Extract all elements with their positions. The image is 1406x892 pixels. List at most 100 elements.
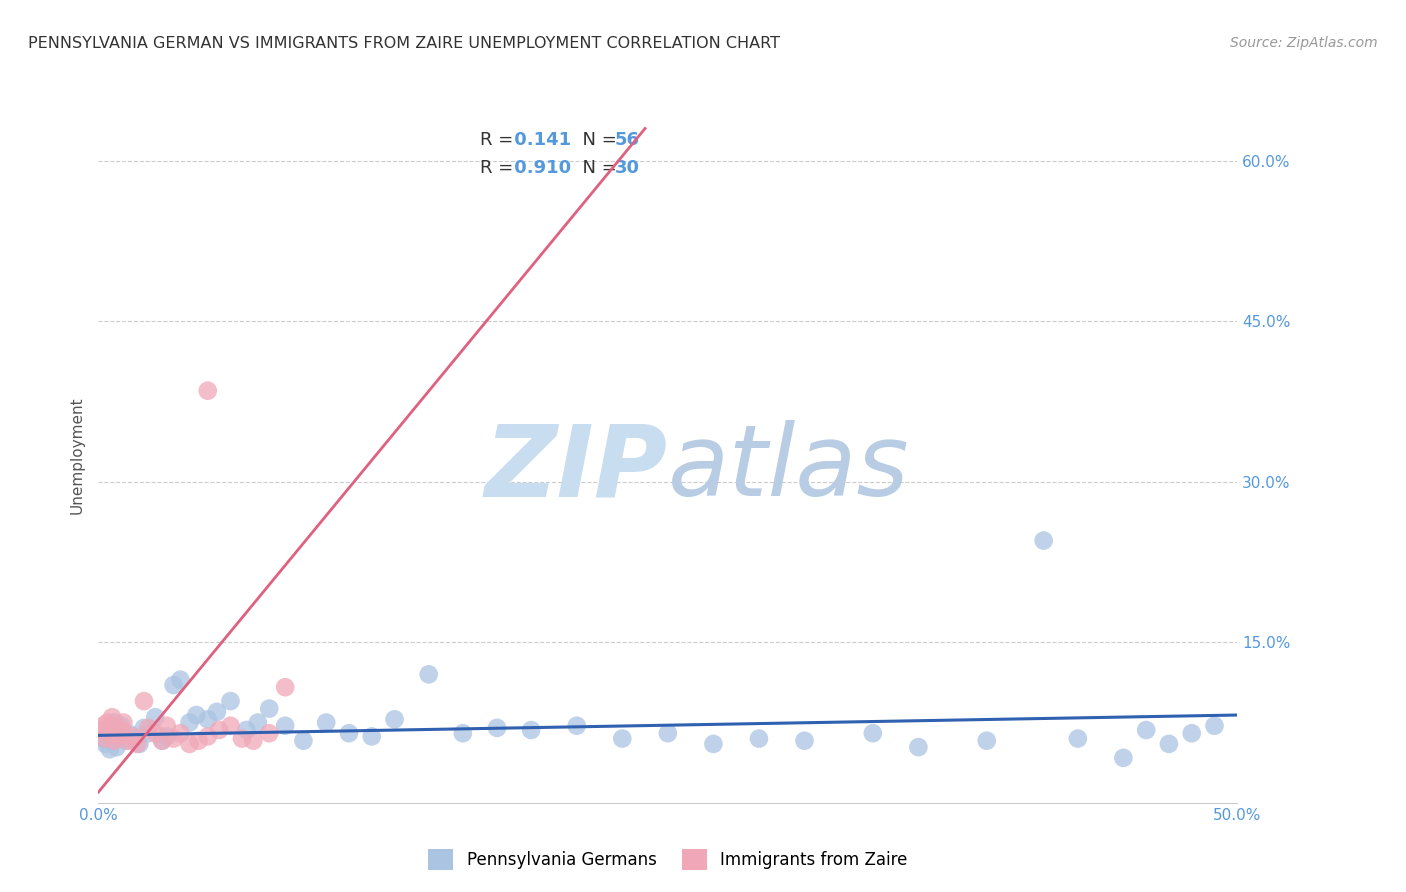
- Point: [242, 733, 264, 747]
- Point: [138, 721, 160, 735]
- Point: [90, 723, 112, 737]
- Point: [121, 730, 143, 744]
- Point: [103, 730, 125, 744]
- Point: [520, 723, 543, 737]
- Point: [187, 733, 209, 747]
- Point: [98, 721, 121, 735]
- Point: [179, 737, 201, 751]
- Point: [205, 705, 228, 719]
- Text: 30: 30: [614, 160, 640, 178]
- Point: [907, 740, 929, 755]
- Text: R =: R =: [479, 160, 519, 178]
- Point: [235, 723, 257, 737]
- Point: [292, 733, 315, 747]
- Point: [1204, 719, 1226, 733]
- Point: [101, 710, 124, 724]
- Point: [418, 667, 440, 681]
- Point: [197, 712, 219, 726]
- Point: [274, 719, 297, 733]
- Point: [145, 710, 167, 724]
- Text: PENNSYLVANIA GERMAN VS IMMIGRANTS FROM ZAIRE UNEMPLOYMENT CORRELATION CHART: PENNSYLVANIA GERMAN VS IMMIGRANTS FROM Z…: [28, 36, 780, 51]
- Point: [259, 701, 281, 715]
- Point: [208, 723, 231, 737]
- Point: [748, 731, 770, 746]
- Point: [179, 715, 201, 730]
- Point: [1112, 751, 1135, 765]
- Point: [150, 733, 173, 747]
- Point: [145, 726, 167, 740]
- Text: N =: N =: [571, 160, 623, 178]
- Point: [103, 733, 125, 747]
- Point: [315, 715, 337, 730]
- Point: [112, 715, 135, 730]
- Point: [114, 733, 136, 747]
- Point: [197, 384, 219, 398]
- Point: [486, 721, 509, 735]
- Point: [657, 726, 679, 740]
- Point: [1181, 726, 1204, 740]
- Point: [1157, 737, 1180, 751]
- Text: Source: ZipAtlas.com: Source: ZipAtlas.com: [1230, 36, 1378, 50]
- Point: [108, 723, 131, 737]
- Point: [384, 712, 406, 726]
- Point: [98, 742, 121, 756]
- Point: [117, 733, 139, 747]
- Point: [197, 730, 219, 744]
- Point: [110, 723, 132, 737]
- Point: [103, 715, 125, 730]
- Point: [105, 721, 128, 735]
- Point: [110, 719, 132, 733]
- Point: [1067, 731, 1090, 746]
- Point: [219, 694, 242, 708]
- Text: 56: 56: [614, 131, 640, 150]
- Point: [976, 733, 998, 747]
- Point: [96, 726, 118, 740]
- Point: [91, 719, 114, 733]
- Legend: Pennsylvania Germans, Immigrants from Zaire: Pennsylvania Germans, Immigrants from Za…: [420, 841, 915, 878]
- Point: [231, 731, 253, 746]
- Point: [337, 726, 360, 740]
- Point: [120, 727, 142, 741]
- Point: [169, 726, 191, 740]
- Point: [96, 715, 118, 730]
- Text: ZIP: ZIP: [485, 420, 668, 517]
- Point: [274, 680, 297, 694]
- Point: [565, 719, 588, 733]
- Point: [150, 733, 173, 747]
- Point: [186, 708, 208, 723]
- Y-axis label: Unemployment: Unemployment: [69, 396, 84, 514]
- Point: [219, 719, 242, 733]
- Point: [162, 731, 184, 746]
- Point: [94, 731, 117, 746]
- Point: [246, 715, 269, 730]
- Point: [132, 694, 155, 708]
- Point: [101, 733, 124, 747]
- Point: [124, 731, 146, 746]
- Point: [1135, 723, 1157, 737]
- Point: [156, 719, 179, 733]
- Point: [108, 730, 131, 744]
- Point: [105, 740, 128, 755]
- Point: [94, 737, 117, 751]
- Point: [98, 726, 121, 740]
- Point: [612, 731, 634, 746]
- Point: [132, 721, 155, 735]
- Text: R =: R =: [479, 131, 519, 150]
- Point: [360, 730, 382, 744]
- Point: [702, 737, 724, 751]
- Point: [128, 737, 150, 751]
- Text: atlas: atlas: [668, 420, 910, 517]
- Point: [259, 726, 281, 740]
- Text: 0.141: 0.141: [509, 131, 571, 150]
- Point: [793, 733, 815, 747]
- Text: N =: N =: [571, 131, 623, 150]
- Point: [138, 726, 160, 740]
- Point: [91, 731, 114, 746]
- Text: 0.910: 0.910: [509, 160, 571, 178]
- Point: [156, 730, 179, 744]
- Point: [862, 726, 884, 740]
- Point: [127, 737, 149, 751]
- Point: [1032, 533, 1054, 548]
- Point: [451, 726, 474, 740]
- Point: [162, 678, 184, 692]
